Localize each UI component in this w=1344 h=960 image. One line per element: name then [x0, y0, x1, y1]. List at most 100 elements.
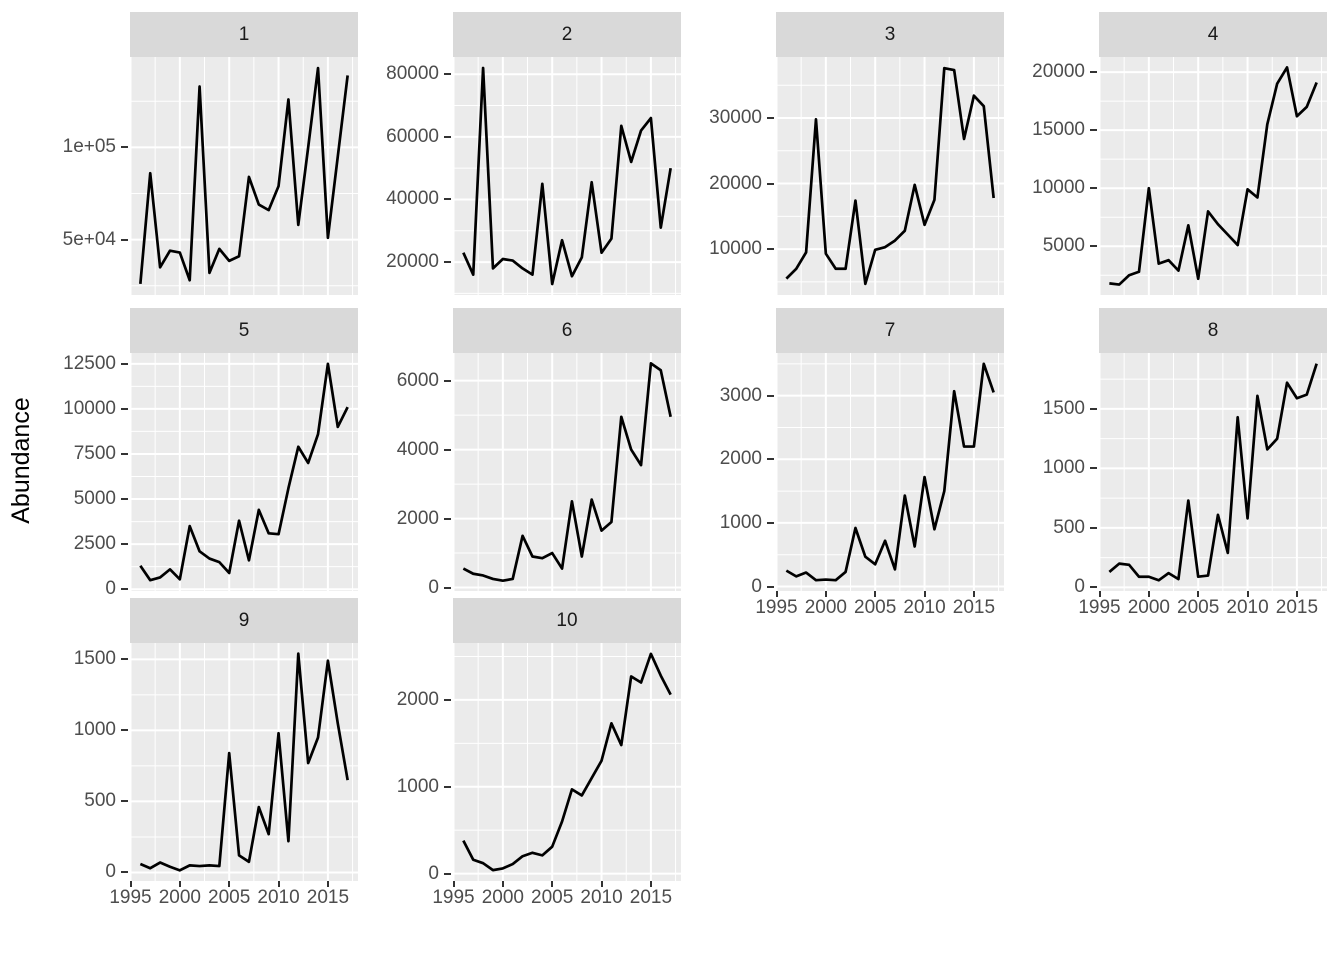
facet-strip: 5 — [130, 308, 358, 353]
line-chart-panel — [1099, 353, 1327, 591]
y-tick-mark — [121, 407, 128, 410]
y-tick-label: 0 — [751, 575, 762, 597]
y-tick-label: 30000 — [709, 106, 762, 128]
y-axis: 0 500 1000 1500 — [35, 643, 130, 882]
y-tick-label: 0 — [428, 576, 439, 598]
y-tick-mark — [444, 198, 451, 201]
y-tick-mark — [767, 182, 774, 185]
y-tick-mark — [767, 521, 774, 524]
facet-body: 0 2000 4000 6000 — [358, 353, 681, 597]
x-tick-mark — [228, 881, 231, 887]
x-tick-mark — [874, 591, 877, 597]
y-tick-mark — [121, 871, 128, 874]
y-tick-label: 2500 — [73, 533, 116, 555]
x-tick-mark — [972, 591, 975, 597]
y-tick-label: 10000 — [1032, 177, 1085, 199]
y-tick-label: 2000 — [396, 507, 439, 529]
x-tick-label: 2010 — [903, 597, 946, 618]
line-chart-panel — [776, 57, 1004, 295]
x-tick-label: 2005 — [1177, 597, 1220, 618]
facet-strip-label: 10 — [556, 609, 578, 631]
y-tick-label: 1000 — [396, 775, 439, 797]
y-tick-label: 5000 — [1042, 235, 1085, 257]
y-tick-label: 0 — [428, 862, 439, 884]
y-tick-label: 10000 — [709, 238, 762, 260]
y-tick-label: 80000 — [386, 63, 439, 85]
y-tick-label: 4000 — [396, 438, 439, 460]
facet-strip: 4 — [1099, 12, 1327, 57]
y-axis: 20000 40000 60000 80000 — [358, 57, 453, 295]
facet-body: 0 500 1000 1500 — [35, 643, 358, 882]
y-tick-mark — [444, 261, 451, 264]
x-tick-mark — [1098, 591, 1101, 597]
y-tick-label: 1000 — [1042, 457, 1085, 479]
y-tick-label: 15000 — [1032, 119, 1085, 141]
y-tick-label: 20000 — [1032, 61, 1085, 83]
x-tick-mark — [1295, 591, 1298, 597]
facet-strip-label: 2 — [561, 23, 573, 45]
y-tick-mark — [1090, 245, 1097, 248]
facet-3: 3 10000 20000 30000 — [681, 12, 1004, 295]
x-tick-mark — [1197, 591, 1200, 597]
x-axis: 1995 2000 2005 2010 2015 — [755, 591, 1004, 621]
y-tick-mark — [121, 238, 128, 241]
facet-strip: 6 — [453, 308, 681, 353]
y-tick-mark — [444, 73, 451, 76]
y-tick-mark — [444, 517, 451, 520]
y-tick-mark — [444, 785, 451, 788]
line-chart-panel — [453, 643, 681, 881]
x-tick-mark — [649, 881, 652, 887]
line-chart-panel — [1099, 57, 1327, 295]
x-axis: 1995 2000 2005 2010 2015 — [1078, 591, 1327, 621]
facet-8: 8 0 500 1000 1500 1995 2000 2005 2010 2015 — [1004, 308, 1327, 621]
y-tick-mark — [121, 658, 128, 661]
y-tick-mark — [1090, 407, 1097, 410]
y-tick-label: 500 — [84, 790, 116, 812]
y-tick-mark — [1090, 586, 1097, 589]
x-tick-mark — [775, 591, 778, 597]
facet-strip-label: 3 — [884, 23, 896, 45]
facet-body: 0 2500 5000 7500 10000 12500 — [35, 353, 358, 599]
y-axis: 0 500 1000 1500 — [1004, 353, 1099, 597]
facet-body: 0 500 1000 1500 — [1004, 353, 1327, 597]
x-tick-label: 2000 — [481, 887, 524, 908]
x-tick-label: 2015 — [1275, 597, 1319, 618]
y-tick-label: 0 — [105, 578, 116, 600]
y-tick-mark — [1090, 129, 1097, 132]
data-line — [462, 66, 672, 286]
x-tick-mark — [923, 591, 926, 597]
y-axis: 10000 20000 30000 — [681, 57, 776, 295]
facet-body: 10000 20000 30000 — [681, 57, 1004, 295]
facet-strip: 3 — [776, 12, 1004, 57]
y-tick-mark — [1090, 526, 1097, 529]
facet-1: 1 5e+04 1e+05 — [35, 12, 358, 295]
line-chart-panel — [776, 353, 1004, 591]
y-tick-label: 0 — [1074, 576, 1085, 598]
y-tick-label: 20000 — [386, 251, 439, 273]
x-tick-label: 2005 — [854, 597, 897, 618]
y-tick-mark — [767, 458, 774, 461]
facet-strip: 1 — [130, 12, 358, 57]
x-tick-label: 2005 — [208, 887, 251, 908]
y-tick-label: 40000 — [386, 188, 439, 210]
facet-10: 10 0 1000 2000 1995 2000 2005 2010 2015 — [358, 598, 681, 911]
facet-9: 9 0 500 1000 1500 1995 2000 2005 2010 2015 — [35, 598, 358, 911]
x-axis: 1995 2000 2005 2010 2015 — [109, 881, 358, 911]
y-tick-label: 5e+04 — [62, 228, 116, 250]
x-tick-label: 2015 — [952, 597, 996, 618]
x-axis: 1995 2000 2005 2010 2015 — [432, 881, 681, 911]
x-tick-mark — [178, 881, 181, 887]
facet-strip: 9 — [130, 598, 358, 643]
x-tick-mark — [452, 881, 455, 887]
data-line — [139, 66, 349, 285]
y-tick-mark — [121, 362, 128, 365]
x-tick-mark — [277, 881, 280, 887]
facet-body: 0 1000 2000 3000 — [681, 353, 1004, 596]
y-tick-label: 3000 — [719, 384, 762, 406]
x-tick-label: 2015 — [306, 887, 350, 908]
x-tick-label: 1995 — [755, 597, 798, 618]
facet-7: 7 0 1000 2000 3000 1995 2000 2005 2010 2015 — [681, 308, 1004, 621]
y-tick-mark — [444, 135, 451, 138]
data-line — [462, 652, 672, 872]
y-tick-label: 1e+05 — [62, 136, 116, 158]
